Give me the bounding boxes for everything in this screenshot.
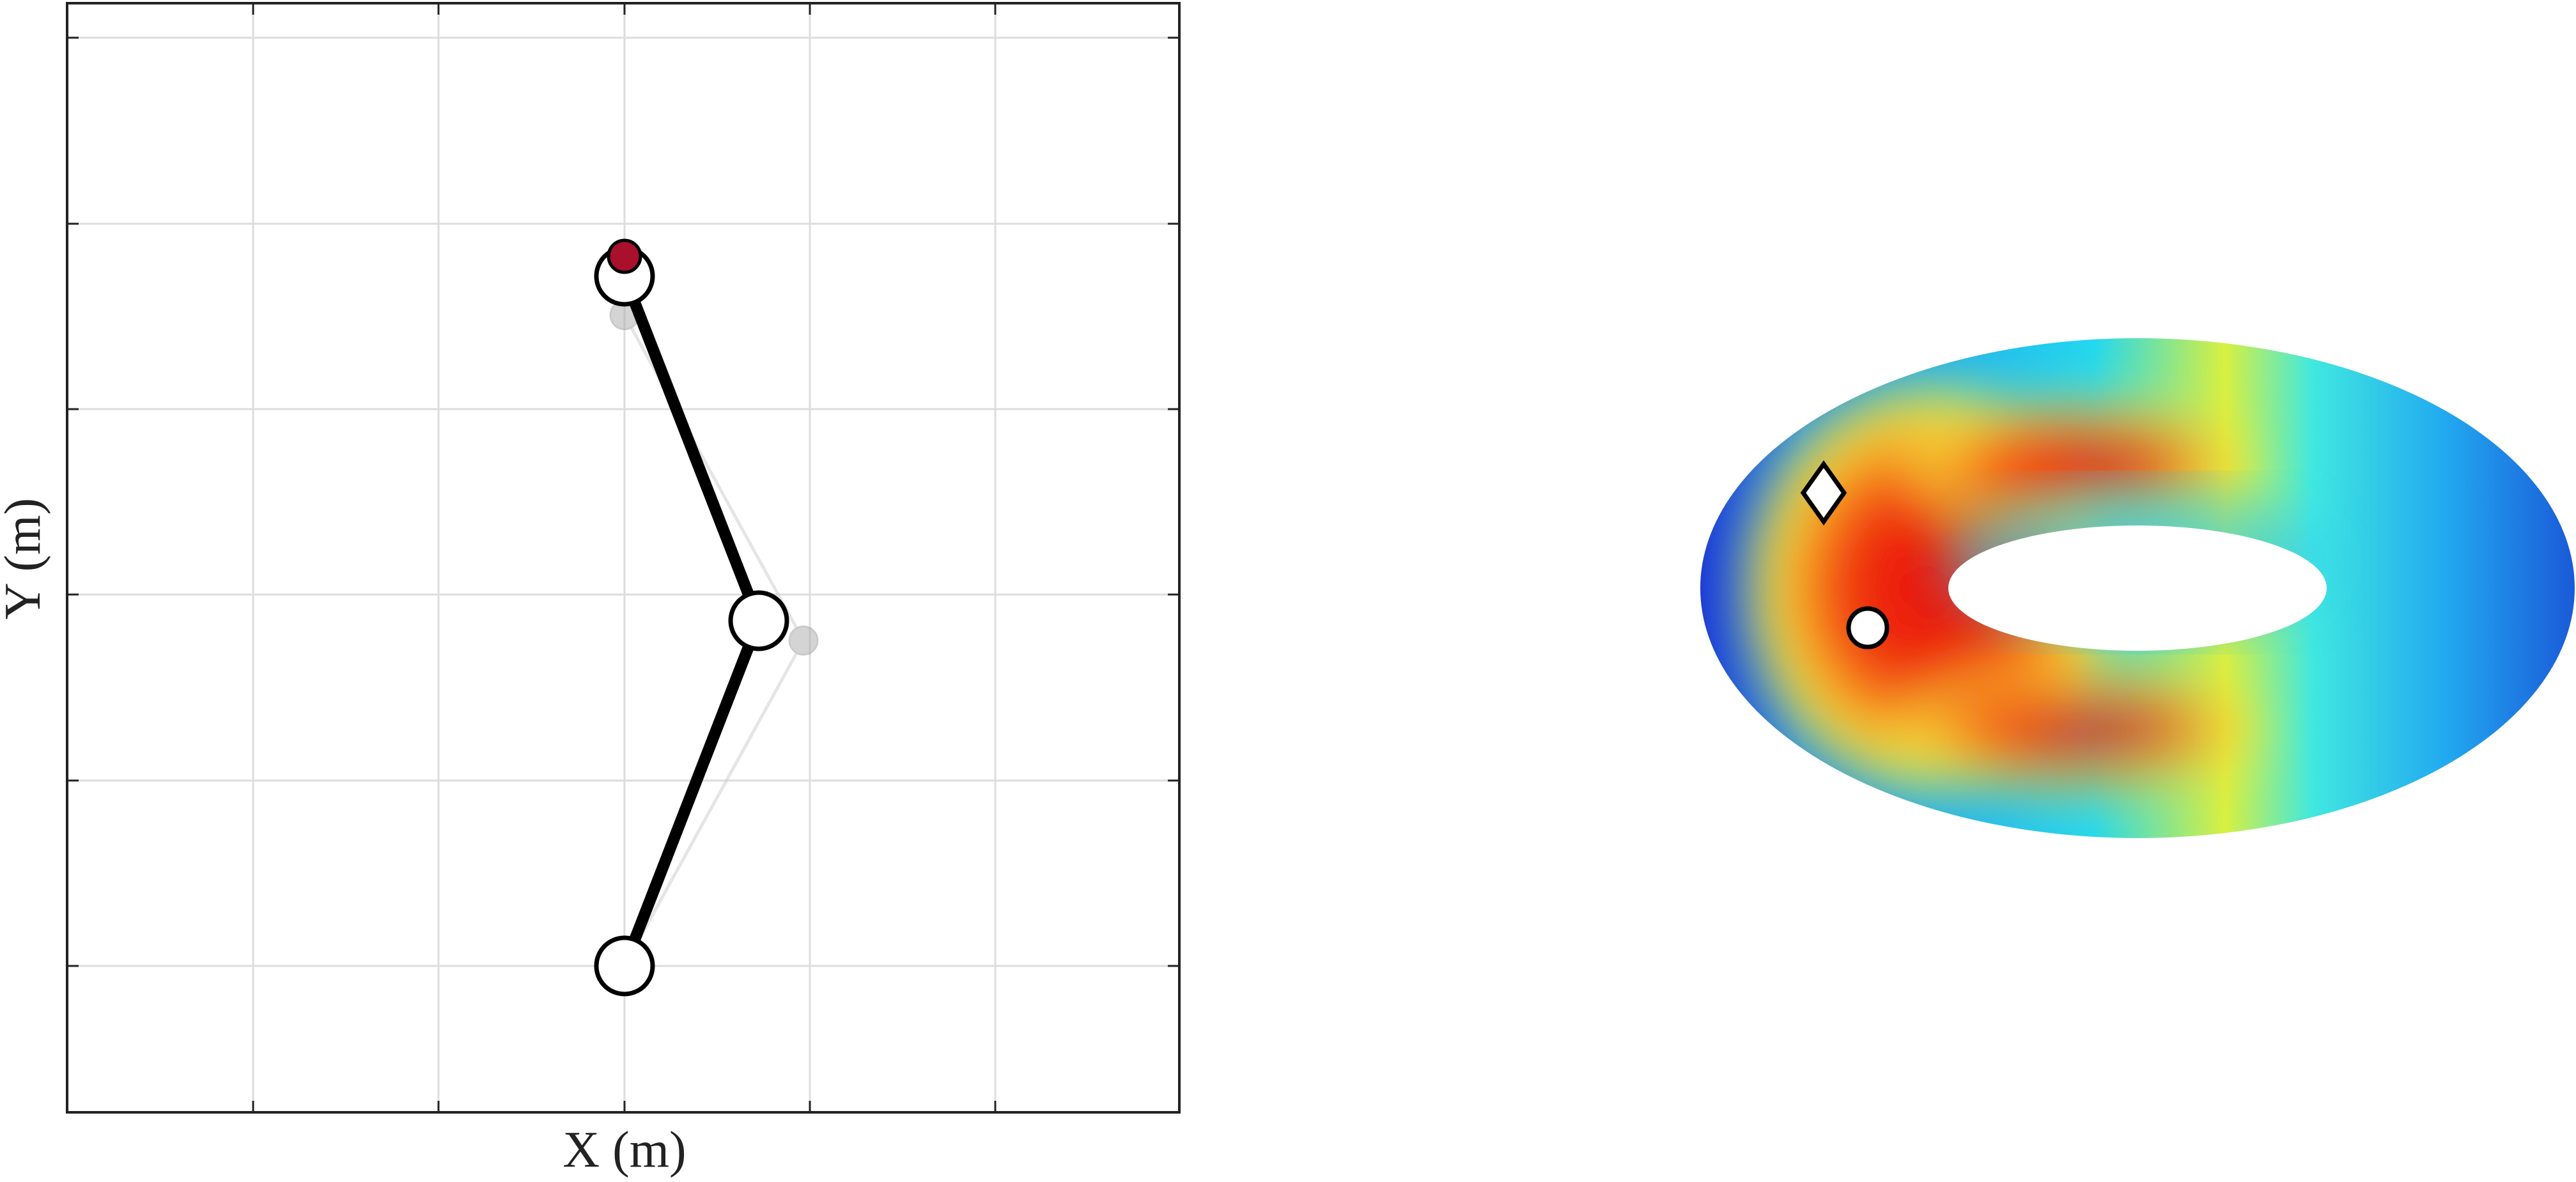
circle-marker — [1846, 606, 1889, 649]
target — [607, 238, 642, 274]
arm-plot: X (m) Y (m) — [0, 2, 1181, 1178]
grid — [67, 3, 1179, 1112]
y-label: Y (m) — [0, 498, 51, 619]
torus — [1700, 338, 2575, 838]
x-label: X (m) — [563, 1122, 686, 1178]
diamond-marker — [1800, 460, 1847, 526]
elbow-joint — [728, 590, 789, 651]
base-joint — [594, 935, 655, 997]
ticks — [67, 3, 1179, 1112]
